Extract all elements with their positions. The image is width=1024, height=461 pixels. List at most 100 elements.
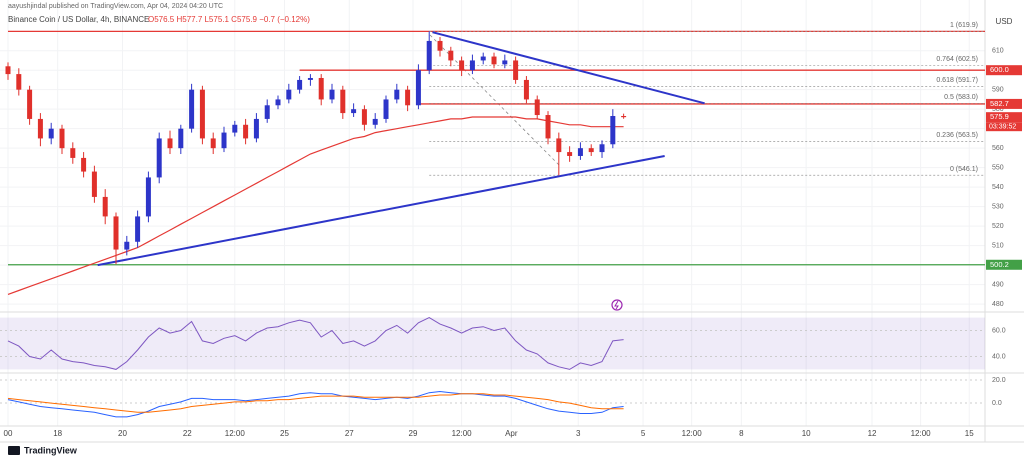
footer: TradingView (24, 445, 78, 455)
x-tick-label: 5 (641, 429, 646, 438)
candle-body (210, 138, 216, 149)
x-tick-label: 10 (802, 429, 811, 438)
x-tick-label: 22 (183, 429, 192, 438)
candle-body (610, 116, 616, 145)
candle-body (232, 124, 238, 133)
y-tick-label: 610 (992, 48, 1004, 55)
candle-body (513, 60, 519, 80)
candle-body (243, 124, 249, 139)
candle-body (37, 118, 43, 139)
candle-body (577, 148, 583, 156)
candle-body (405, 89, 411, 106)
x-tick-label: 3 (576, 429, 581, 438)
candle-body (156, 138, 162, 178)
candle-body (221, 132, 227, 149)
ohlc: O576.5 H577.7 L575.1 C575.9 −0.7 (−0.12%… (148, 15, 310, 24)
y-tick-label: 520 (992, 223, 1004, 230)
x-tick-label: Apr (505, 429, 518, 438)
candle-body (599, 144, 605, 153)
countdown-box (986, 122, 1022, 132)
x-tick-label: 12:00 (225, 429, 246, 438)
candle-body (253, 118, 259, 139)
price-label-box (986, 112, 1022, 123)
candle-body (178, 128, 184, 149)
fib-label: 0.5 (583.0) (944, 94, 978, 101)
candle-body (307, 77, 313, 80)
candle-body (329, 89, 335, 100)
fib-label: 0 (546.1) (950, 166, 978, 173)
candle-body (588, 148, 594, 153)
y-tick-label: 480 (992, 301, 1004, 308)
y-tick-label: 540 (992, 184, 1004, 191)
candle-body (113, 216, 119, 250)
candle-body (567, 152, 573, 156)
macd-line (7, 390, 624, 418)
x-tick-label: 12:00 (911, 429, 932, 438)
y-tick-label: 560 (992, 145, 1004, 152)
rsi-line (7, 317, 624, 370)
price-label-box (986, 259, 1022, 270)
price-label: 575.9 (990, 112, 1009, 121)
candle-body (340, 89, 346, 114)
x-tick-label: 8 (739, 429, 744, 438)
price-label-box (986, 65, 1022, 76)
y-tick-label: 40.0 (992, 353, 1006, 360)
candle-body (621, 116, 627, 118)
candle-body (167, 138, 173, 149)
candle-body (448, 50, 454, 61)
y-tick-label: 20.0 (992, 377, 1006, 384)
candle-body (318, 77, 324, 100)
candle-body (91, 171, 97, 197)
y-tick-label: 590 (992, 87, 1004, 94)
candle-body (534, 99, 540, 116)
candle-body (189, 89, 195, 129)
candle-body (70, 148, 76, 158)
candle-body (426, 40, 432, 71)
candle-body (556, 138, 562, 153)
trendline (97, 154, 665, 267)
rsi-band (0, 317, 985, 370)
candle-body (372, 118, 378, 125)
footer-logo (8, 446, 20, 455)
y-tick-label: 60.0 (992, 327, 1006, 334)
countdown: 03:39:52 (989, 124, 1016, 131)
fib-label: 0.764 (602.5) (936, 56, 978, 63)
fib-label: 0.618 (591.7) (936, 77, 978, 84)
candle-body (135, 216, 141, 242)
candle-body (415, 70, 421, 106)
x-tick-label: 12:00 (452, 429, 473, 438)
event-icon[interactable] (611, 299, 623, 311)
x-tick-label: 00 (4, 429, 13, 438)
candle-body (264, 105, 270, 119)
candle-body (102, 196, 108, 217)
macd-line (7, 393, 624, 413)
y-tick-label: 510 (992, 243, 1004, 250)
candle-body (469, 60, 475, 71)
candle-body (459, 60, 465, 71)
x-tick-label: 25 (280, 429, 289, 438)
y-tick-label: 580 (992, 106, 1004, 113)
price-label-box (986, 98, 1022, 109)
y-tick-label: 0.0 (992, 400, 1002, 407)
candle-body (5, 66, 11, 75)
price-label: 500.2 (990, 260, 1009, 269)
fib-label: 1 (619.9) (950, 22, 978, 29)
x-tick-label: 20 (118, 429, 127, 438)
fib-label: 0.236 (563.5) (936, 132, 978, 139)
candle-body (297, 79, 303, 90)
candle-body (361, 109, 367, 125)
candle-body (81, 157, 87, 172)
candle-body (124, 241, 130, 250)
symbol: Binance Coin / US Dollar, 4h, BINANCE (8, 15, 149, 24)
x-tick-label: 15 (965, 429, 974, 438)
candle-body (491, 56, 497, 65)
trendline (432, 31, 705, 105)
candle-body (199, 89, 205, 139)
candle-body (275, 99, 281, 106)
candle-body (480, 56, 486, 61)
candle-body (394, 89, 400, 100)
x-tick-label: 12 (868, 429, 877, 438)
candle-body (27, 89, 33, 119)
candle-body (383, 99, 389, 119)
